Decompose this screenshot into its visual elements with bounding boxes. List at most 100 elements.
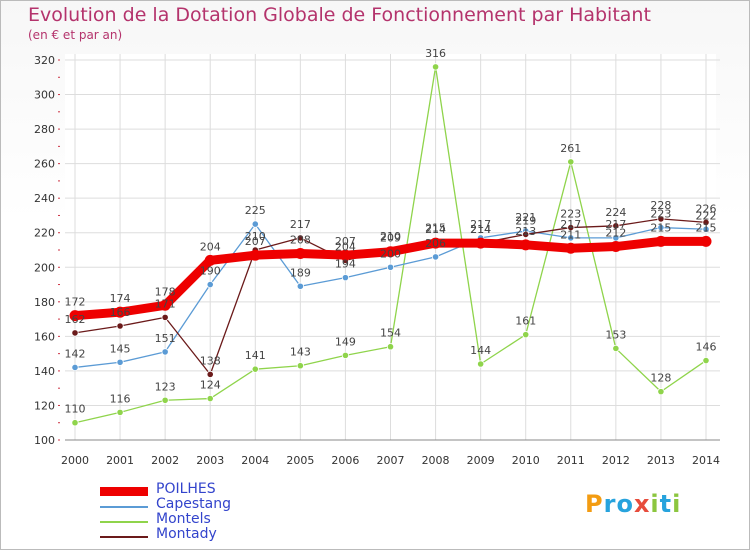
data-point-poilhes-2012 xyxy=(610,241,622,253)
legend-label-capestang: Capestang xyxy=(156,496,231,512)
data-label-montels-2012: 153 xyxy=(605,328,626,341)
x-tick-label-2010: 2010 xyxy=(512,454,540,467)
x-tick-label-2007: 2007 xyxy=(377,454,405,467)
data-point-montels-2013 xyxy=(657,388,665,396)
legend-swatch-capestang xyxy=(100,506,148,508)
data-label-poilhes-2000: 172 xyxy=(65,296,86,309)
data-label-capestang-2013: 223 xyxy=(650,208,671,221)
data-point-montels-2010 xyxy=(522,331,530,339)
data-label-montady-2012: 224 xyxy=(605,206,626,219)
data-point-montels-2006 xyxy=(341,351,350,359)
logo-letter: P xyxy=(585,490,604,518)
data-point-montels-2014 xyxy=(702,356,710,365)
data-point-poilhes-2006 xyxy=(339,249,351,261)
data-label-montady-2014: 226 xyxy=(696,202,717,215)
data-label-capestang-2001: 145 xyxy=(110,342,131,355)
data-point-montady-2002 xyxy=(161,313,169,321)
data-label-montady-2013: 228 xyxy=(650,199,671,212)
data-label-montady-2003: 138 xyxy=(200,354,221,367)
data-point-montels-2011 xyxy=(567,158,575,166)
y-tick-label-240: 240 xyxy=(34,192,55,205)
data-point-montels-2000 xyxy=(71,419,79,427)
x-tick-label-2004: 2004 xyxy=(241,454,269,467)
data-point-poilhes-2003 xyxy=(204,254,216,266)
data-point-montady-2013 xyxy=(657,215,665,223)
x-tick-label-2002: 2002 xyxy=(151,454,179,467)
data-label-montady-2006: 204 xyxy=(335,240,356,253)
data-point-montady-2010 xyxy=(522,230,530,239)
data-point-capestang-2014 xyxy=(702,225,710,233)
data-point-montady-2005 xyxy=(296,234,304,242)
data-label-poilhes-2006: 207 xyxy=(335,235,356,248)
data-label-montels-2008: 316 xyxy=(425,47,446,60)
data-label-poilhes-2008: 214 xyxy=(425,223,446,236)
logo-letter: i xyxy=(672,490,682,518)
data-label-poilhes-2001: 174 xyxy=(110,292,131,305)
data-label-capestang-2008: 206 xyxy=(425,237,446,250)
x-tick-label-2013: 2013 xyxy=(647,454,675,467)
data-label-montels-2014: 146 xyxy=(696,341,717,354)
data-point-capestang-2011 xyxy=(567,234,575,242)
data-label-montady-2010: 219 xyxy=(515,214,536,227)
data-point-montels-2003 xyxy=(206,394,214,403)
y-tick-label-180: 180 xyxy=(34,296,55,309)
data-point-capestang-2002 xyxy=(161,348,169,356)
data-label-poilhes-2013: 215 xyxy=(650,221,671,234)
data-label-montels-2002: 123 xyxy=(155,380,176,393)
data-point-montady-2001 xyxy=(116,322,124,330)
x-tick-label-2011: 2011 xyxy=(557,454,585,467)
data-point-capestang-2004 xyxy=(251,220,259,228)
y-tick-label-140: 140 xyxy=(34,365,55,378)
logo-letter: o xyxy=(616,490,634,518)
data-point-poilhes-2001 xyxy=(114,306,126,318)
data-point-poilhes-2008 xyxy=(430,237,442,249)
x-tick-label-2003: 2003 xyxy=(196,454,224,467)
data-label-capestang-2012: 217 xyxy=(605,218,626,231)
logo-letter: i xyxy=(650,490,660,518)
data-point-montels-2007 xyxy=(386,343,395,351)
x-tick-label-2000: 2000 xyxy=(61,454,89,467)
data-point-montels-2004 xyxy=(251,365,259,373)
legend-label-montels: Montels xyxy=(156,511,211,527)
legend-label-montady: Montady xyxy=(156,526,217,542)
data-label-montady-2001: 166 xyxy=(110,306,131,319)
x-tick-label-2008: 2008 xyxy=(422,454,450,467)
data-point-montady-2014 xyxy=(702,218,710,226)
data-label-montels-2010: 161 xyxy=(515,315,536,328)
data-label-montels-2013: 128 xyxy=(650,372,671,385)
data-label-montels-2004: 141 xyxy=(245,349,266,362)
data-label-poilhes-2002: 178 xyxy=(155,285,176,298)
data-label-capestang-2007: 200 xyxy=(380,247,401,260)
data-point-capestang-2006 xyxy=(341,274,350,282)
x-tick-label-2014: 2014 xyxy=(692,454,720,467)
data-point-montady-2003 xyxy=(206,370,214,378)
data-label-poilhes-2011: 211 xyxy=(560,228,581,241)
data-label-montady-2002: 171 xyxy=(155,297,176,310)
data-label-poilhes-2003: 204 xyxy=(200,240,221,253)
data-label-capestang-2004: 225 xyxy=(245,204,266,217)
data-label-montady-2008: 215 xyxy=(425,221,446,234)
legend-swatch-montady xyxy=(100,536,148,538)
x-tick-label-2005: 2005 xyxy=(286,454,314,467)
data-label-capestang-2000: 142 xyxy=(65,347,86,360)
data-label-poilhes-2010: 213 xyxy=(515,225,536,238)
data-label-capestang-2009: 217 xyxy=(470,218,491,231)
data-point-montels-2005 xyxy=(296,362,304,370)
data-label-capestang-2005: 189 xyxy=(290,266,311,279)
data-point-montady-2000 xyxy=(71,329,79,337)
x-tick-label-2012: 2012 xyxy=(602,454,630,467)
x-tick-label-2001: 2001 xyxy=(106,454,134,467)
data-label-montady-2000: 162 xyxy=(65,313,86,326)
proxiti-logo: Proxiti xyxy=(585,490,681,518)
data-point-montady-2012 xyxy=(612,222,620,230)
legend-swatch-poilhes xyxy=(100,487,148,496)
data-label-poilhes-2014: 215 xyxy=(696,221,717,234)
data-label-poilhes-2009: 214 xyxy=(470,223,491,236)
data-label-montels-2005: 143 xyxy=(290,346,311,359)
legend-label-poilhes: POILHES xyxy=(156,481,216,497)
data-point-poilhes-2011 xyxy=(565,242,577,254)
x-tick-label-2006: 2006 xyxy=(331,454,359,467)
data-label-montels-2000: 110 xyxy=(65,403,86,416)
data-label-montels-2001: 116 xyxy=(110,392,131,405)
